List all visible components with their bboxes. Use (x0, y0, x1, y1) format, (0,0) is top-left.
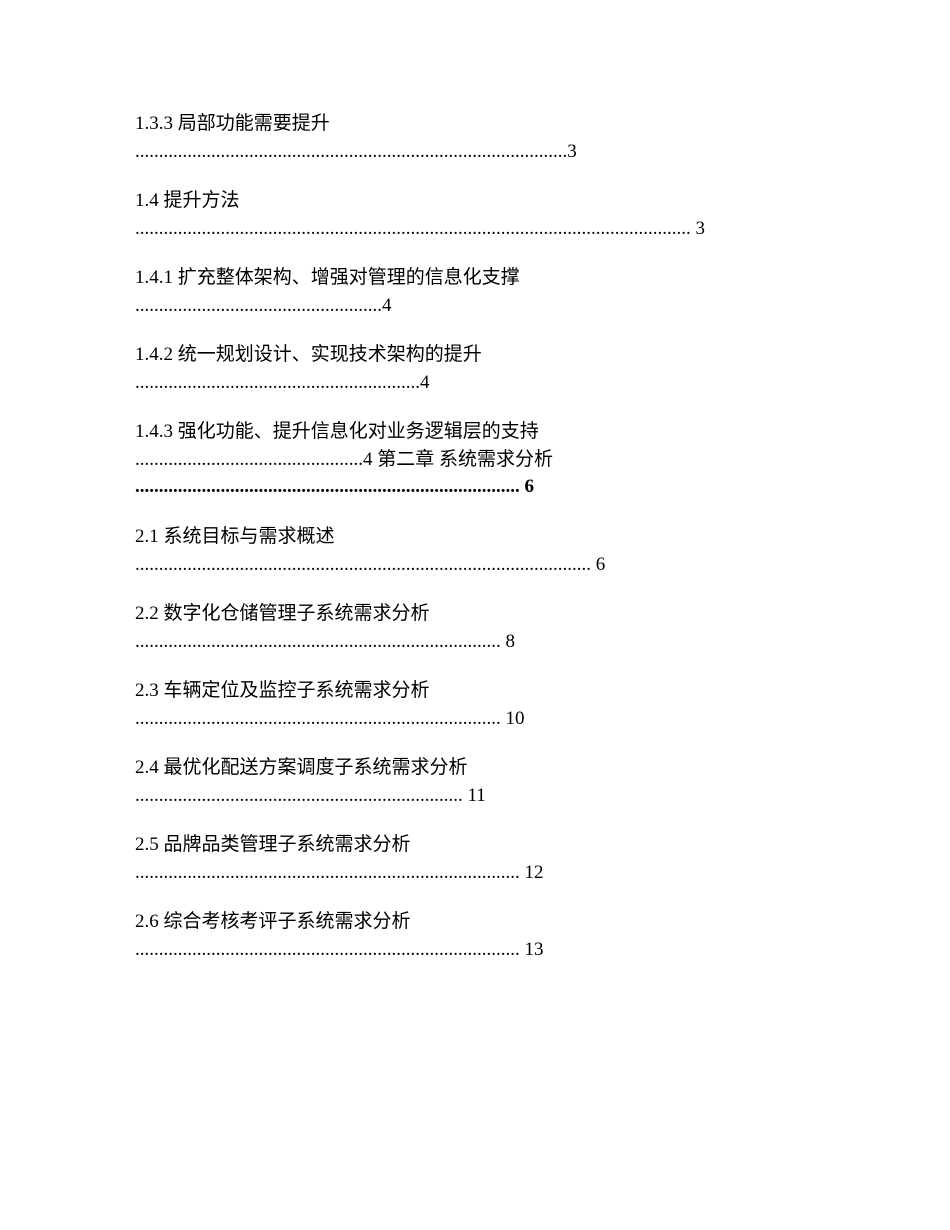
toc-dots: ........................................… (135, 138, 815, 166)
toc-title: 2.6 综合考核考评子系统需求分析 (135, 908, 815, 936)
toc-title: 2.5 品牌品类管理子系统需求分析 (135, 831, 815, 859)
toc-title: 2.2 数字化仓储管理子系统需求分析 (135, 600, 815, 628)
toc-dots: ........................................… (135, 859, 815, 887)
toc-dots: ........................................… (135, 936, 815, 964)
toc-dots: ........................................… (135, 215, 815, 243)
toc-dots: ........................................… (135, 449, 373, 470)
toc-entry: 1.3.3 局部功能需要提升 .........................… (135, 110, 815, 165)
toc-entry: 1.4.3 强化功能、提升信息化对业务逻辑层的支持 ..............… (135, 418, 815, 501)
toc-entry: 1.4 提升方法 ...............................… (135, 187, 815, 242)
toc-dots: ........................................… (135, 705, 815, 733)
toc-entry: 2.5 品牌品类管理子系统需求分析 ......................… (135, 831, 815, 886)
toc-entry: 2.4 最优化配送方案调度子系统需求分析 ...................… (135, 754, 815, 809)
page-content: 1.3.3 局部功能需要提升 .........................… (0, 0, 950, 1066)
toc-title: 2.3 车辆定位及监控子系统需求分析 (135, 677, 815, 705)
toc-title: 1.4.1 扩充整体架构、增强对管理的信息化支撑 (135, 264, 815, 292)
toc-dots: ........................................… (135, 551, 815, 579)
toc-title: 1.4.2 统一规划设计、实现技术架构的提升 (135, 341, 815, 369)
toc-title: 1.4 提升方法 (135, 187, 815, 215)
toc-title: 1.3.3 局部功能需要提升 (135, 110, 815, 138)
toc-dots: ........................................… (135, 782, 815, 810)
toc-entry: 2.1 系统目标与需求概述 ..........................… (135, 523, 815, 578)
toc-dots: ........................................… (135, 369, 815, 397)
toc-title: 1.4.3 强化功能、提升信息化对业务逻辑层的支持 (135, 418, 815, 446)
toc-title: 2.4 最优化配送方案调度子系统需求分析 (135, 754, 815, 782)
toc-dots: ........................................… (135, 628, 815, 656)
toc-entry: 1.4.2 统一规划设计、实现技术架构的提升 .................… (135, 341, 815, 396)
toc-entry: 2.3 车辆定位及监控子系统需求分析 .....................… (135, 677, 815, 732)
toc-dots: ........................................… (135, 292, 815, 320)
chapter-dots: ........................................… (135, 473, 815, 501)
toc-entry: 2.6 综合考核考评子系统需求分析 ......................… (135, 908, 815, 963)
toc-entry: 1.4.1 扩充整体架构、增强对管理的信息化支撑 ...............… (135, 264, 815, 319)
chapter-title: 第二章 系统需求分析 (377, 449, 553, 470)
toc-entry: 2.2 数字化仓储管理子系统需求分析 .....................… (135, 600, 815, 655)
toc-title: 2.1 系统目标与需求概述 (135, 523, 815, 551)
